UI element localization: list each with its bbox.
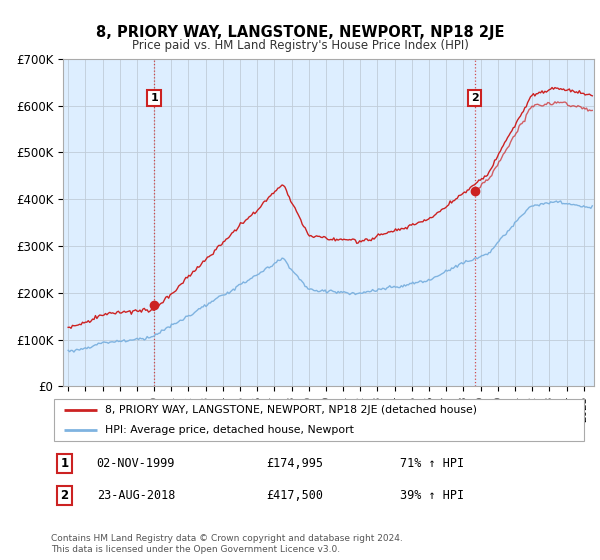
Text: 02-NOV-1999: 02-NOV-1999 [97, 457, 175, 470]
Text: HPI: Average price, detached house, Newport: HPI: Average price, detached house, Newp… [105, 425, 353, 435]
Text: 39% ↑ HPI: 39% ↑ HPI [400, 489, 464, 502]
FancyBboxPatch shape [53, 399, 584, 441]
Text: This data is licensed under the Open Government Licence v3.0.: This data is licensed under the Open Gov… [51, 545, 340, 554]
Text: 1: 1 [61, 457, 68, 470]
Text: 2: 2 [61, 489, 68, 502]
Text: 1: 1 [150, 93, 158, 103]
Text: 71% ↑ HPI: 71% ↑ HPI [400, 457, 464, 470]
Text: 2: 2 [470, 93, 478, 103]
Text: 8, PRIORY WAY, LANGSTONE, NEWPORT, NP18 2JE (detached house): 8, PRIORY WAY, LANGSTONE, NEWPORT, NP18 … [105, 405, 477, 415]
Text: £417,500: £417,500 [266, 489, 323, 502]
Text: 8, PRIORY WAY, LANGSTONE, NEWPORT, NP18 2JE: 8, PRIORY WAY, LANGSTONE, NEWPORT, NP18 … [96, 25, 504, 40]
Text: Contains HM Land Registry data © Crown copyright and database right 2024.: Contains HM Land Registry data © Crown c… [51, 534, 403, 543]
Text: Price paid vs. HM Land Registry's House Price Index (HPI): Price paid vs. HM Land Registry's House … [131, 39, 469, 52]
Text: 23-AUG-2018: 23-AUG-2018 [97, 489, 175, 502]
Text: £174,995: £174,995 [266, 457, 323, 470]
